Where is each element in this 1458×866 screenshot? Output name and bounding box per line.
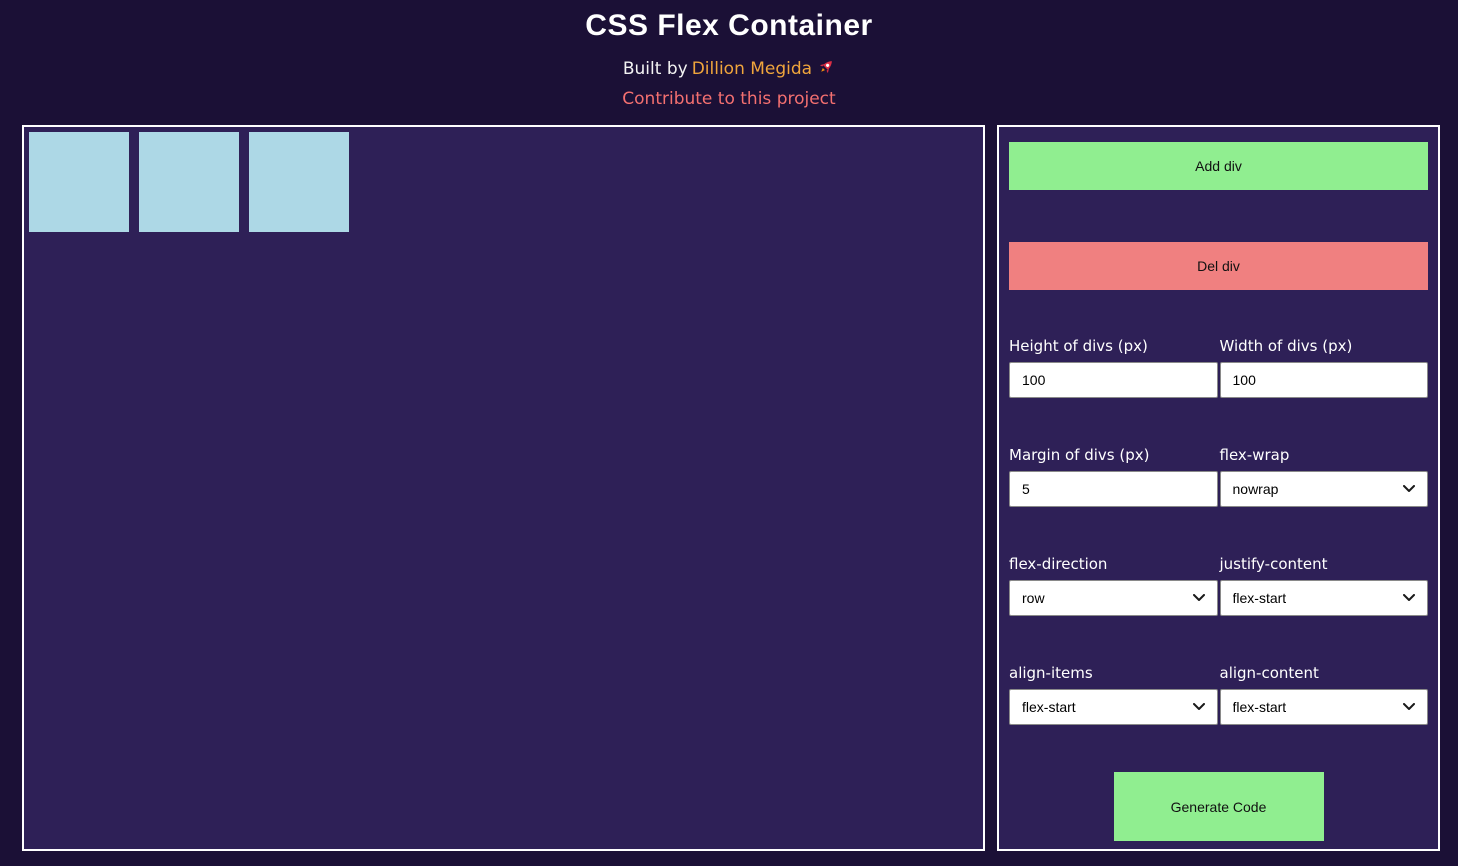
height-input[interactable] [1009,362,1218,398]
flex-direction-label: flex-direction [1009,555,1108,573]
align-items-value: flex-start [1022,699,1076,715]
contribute-link[interactable]: Contribute to this project [622,89,836,109]
justify-content-label: justify-content [1219,555,1328,573]
align-row: align-items flex-start align-content fle… [1009,665,1428,725]
page-title: CSS Flex Container [585,9,873,42]
chevron-down-icon [1403,485,1415,493]
align-content-select[interactable]: flex-start [1219,689,1428,725]
margin-input[interactable] [1009,471,1218,507]
flex-item [139,132,239,232]
width-label: Width of divs (px) [1219,337,1353,355]
flex-item [29,132,129,232]
justify-content-value: flex-start [1232,590,1287,606]
author-link[interactable]: Dillion Megida [691,59,813,79]
flex-wrap-select[interactable]: nowrap [1219,471,1428,507]
flex-direction-value: row [1022,590,1045,606]
byline-prefix: Built by [622,59,688,79]
add-div-button[interactable]: Add div [1009,142,1428,190]
generate-code-button[interactable]: Generate Code [1113,772,1324,841]
chevron-down-icon [1192,703,1205,711]
justify-content-field: justify-content flex-start [1219,555,1428,616]
flex-direction-select[interactable]: row [1009,580,1218,616]
align-items-label: align-items [1009,664,1093,682]
flex-wrap-label: flex-wrap [1219,446,1290,464]
direction-justify-row: flex-direction row justify-content flex-… [1009,556,1428,616]
byline: Built by Dillion Megida [0,58,1458,81]
justify-content-select[interactable]: flex-start [1219,580,1428,616]
flex-playground [22,125,985,851]
margin-label: Margin of divs (px) [1009,446,1150,464]
align-items-select[interactable]: flex-start [1009,689,1218,725]
chevron-down-icon [1403,594,1415,602]
flex-item [249,132,349,232]
header: CSS Flex Container Built by Dillion Megid… [0,0,1458,109]
flex-wrap-field: flex-wrap nowrap [1219,446,1428,507]
flex-direction-field: flex-direction row [1009,556,1218,616]
margin-wrap-row: Margin of divs (px) flex-wrap nowrap [1009,447,1428,507]
del-div-button[interactable]: Del div [1009,242,1428,290]
align-content-field: align-content flex-start [1219,664,1428,725]
flex-wrap-value: nowrap [1232,481,1279,497]
main: Add div Del div Height of divs (px) Widt… [22,125,1440,851]
controls-panel: Add div Del div Height of divs (px) Widt… [997,125,1440,851]
contribute-line: Contribute to this project [0,89,1458,109]
width-field: Width of divs (px) [1219,337,1428,398]
rocket-icon [817,58,835,81]
align-content-value: flex-start [1232,699,1287,715]
align-items-field: align-items flex-start [1009,665,1218,725]
chevron-down-icon [1192,594,1205,602]
margin-field: Margin of divs (px) [1009,447,1218,507]
chevron-down-icon [1403,703,1415,711]
height-field: Height of divs (px) [1009,338,1218,398]
width-input[interactable] [1219,362,1428,398]
align-content-label: align-content [1219,664,1319,682]
height-label: Height of divs (px) [1009,337,1148,355]
size-row: Height of divs (px) Width of divs (px) [1009,338,1428,398]
